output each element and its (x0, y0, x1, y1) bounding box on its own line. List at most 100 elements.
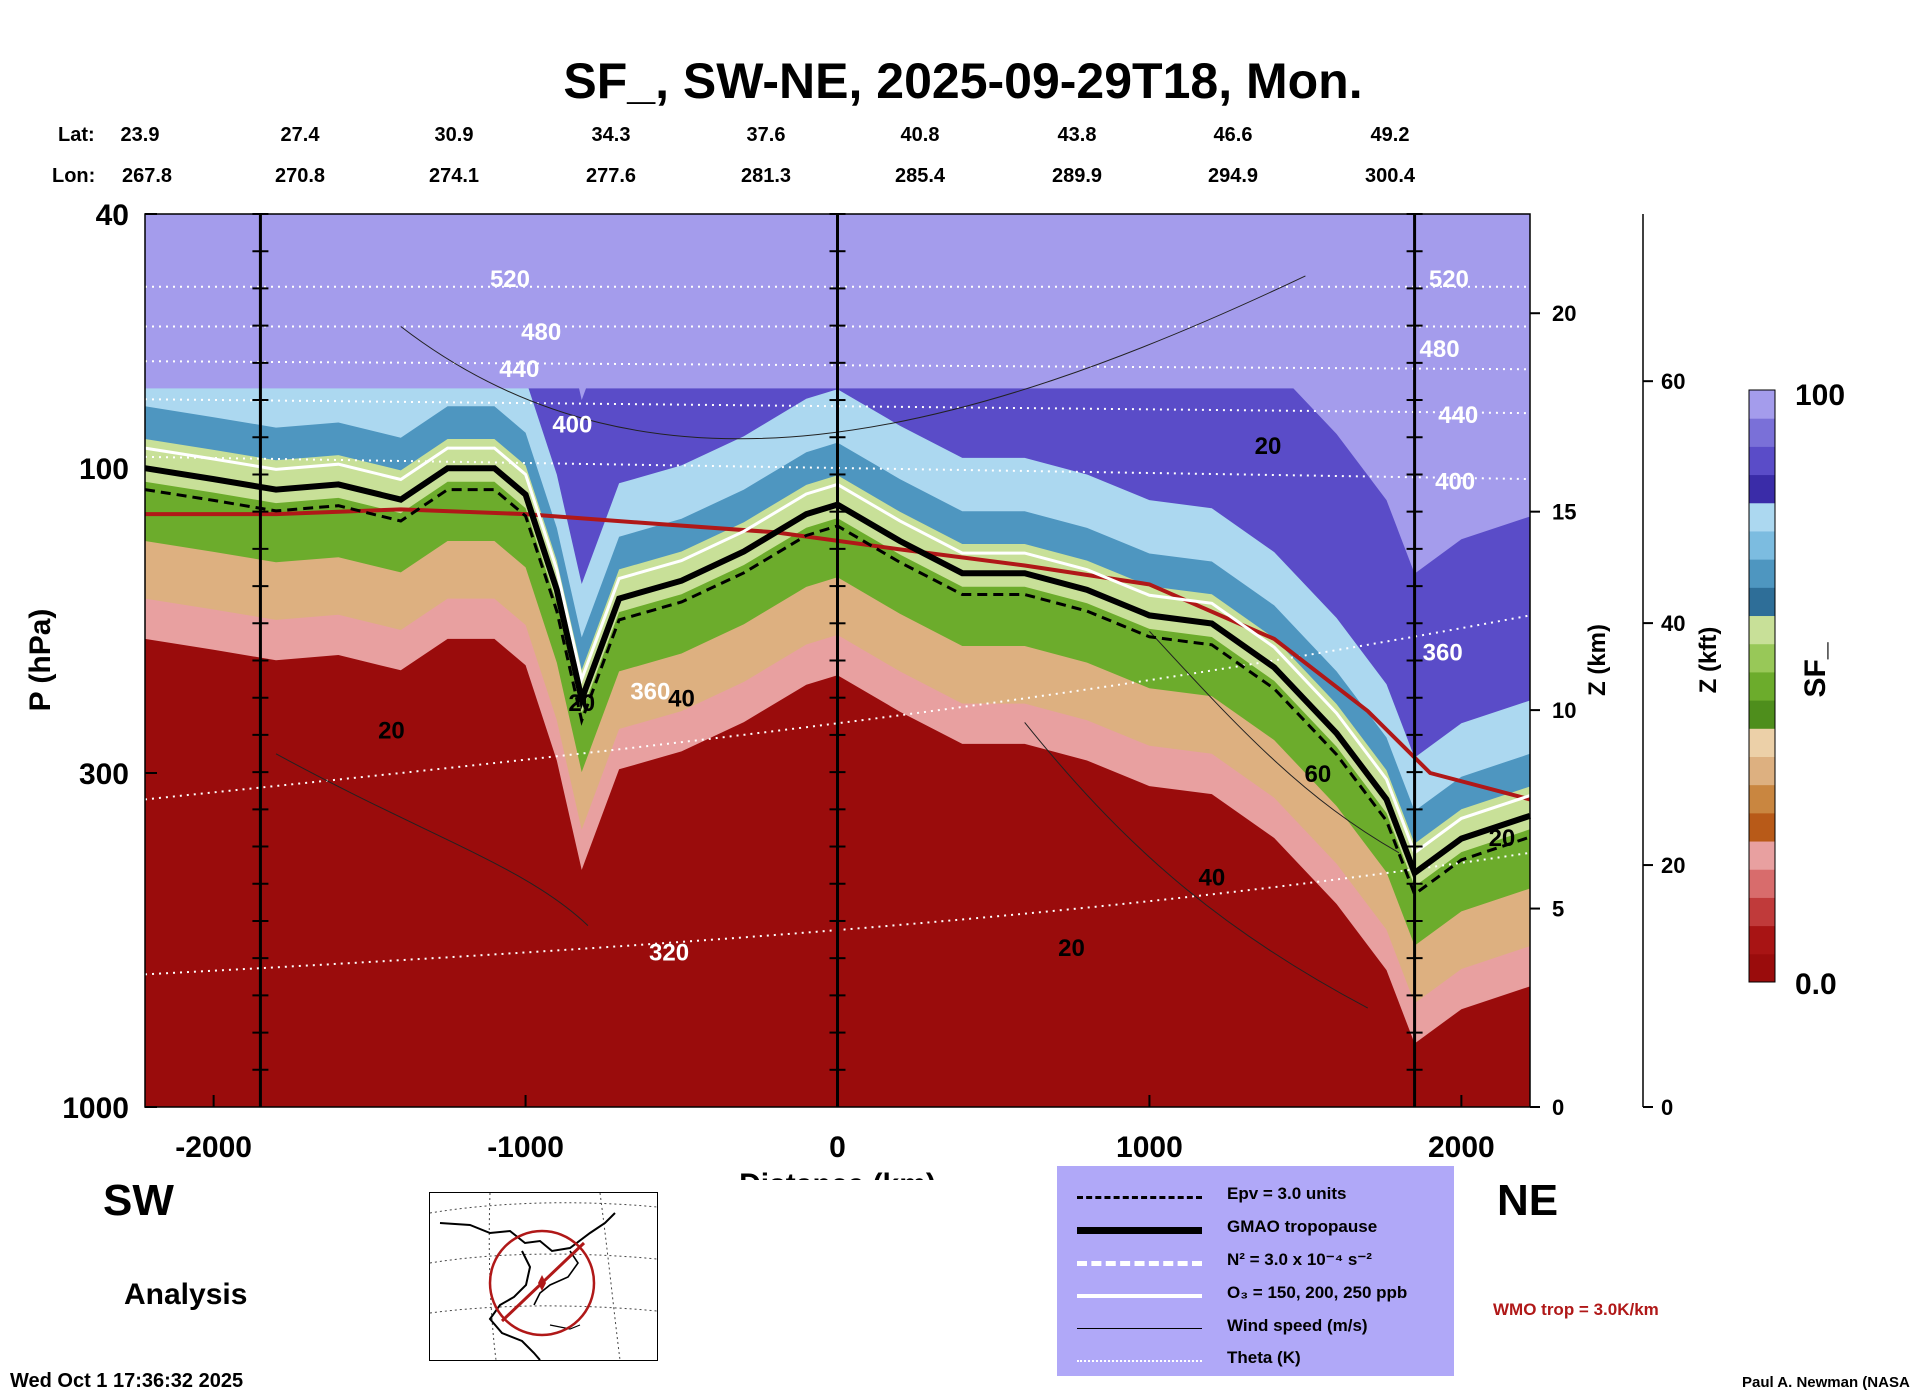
wmo-trop-label: WMO trop = 3.0K/km (1493, 1300, 1659, 1319)
legend-item-n2: N² = 3.0 x 10⁻⁴ s⁻² (1057, 1246, 1454, 1278)
lon-value: 270.8 (274, 165, 326, 187)
legend-swatch-dashed-black (1077, 1196, 1202, 1199)
zkft-tick-label: 20 (1661, 853, 1685, 878)
author-credit: Paul A. Newman (NASA (1742, 1374, 1910, 1391)
wind-contour (275, 753, 589, 926)
zkm-tick-label: 15 (1552, 500, 1576, 525)
theta-label: 440 (1438, 402, 1478, 429)
colorbar-cell (1749, 700, 1775, 729)
wind-label: 20 (1255, 433, 1282, 460)
wind-label: 60 (1305, 761, 1332, 788)
colorbar-cell (1749, 446, 1775, 476)
wind-label: 20 (1489, 825, 1516, 852)
legend-label: Epv = 3.0 units (1227, 1184, 1347, 1203)
legend-item-wind: Wind speed (m/s) (1057, 1312, 1454, 1344)
legend-label: N² = 3.0 x 10⁻⁴ s⁻² (1227, 1250, 1372, 1269)
lon-value: 289.9 (1051, 165, 1103, 187)
x-tick-label: 0 (829, 1131, 846, 1164)
lon-value: 281.3 (740, 165, 792, 187)
zkm-tick-label: 10 (1552, 698, 1576, 723)
legend-item-o3: O₃ = 150, 200, 250 ppb (1057, 1279, 1454, 1311)
theta-label: 400 (552, 412, 592, 439)
theta-label: 480 (521, 319, 561, 346)
zkft-tick-label: 0 (1661, 1095, 1673, 1120)
colorbar-frame (1748, 389, 1776, 983)
zkft-tick-label: 60 (1661, 369, 1685, 394)
colorbar-cell (1749, 756, 1775, 786)
legend-swatch-solid-white (1077, 1294, 1202, 1298)
y-tick-label: 1000 (62, 1092, 129, 1125)
x-tick-label: -2000 (175, 1131, 252, 1164)
colorbar-cell (1749, 897, 1775, 927)
legend-item-theta: Theta (K) (1057, 1344, 1454, 1376)
lat-label: Lat: (58, 124, 95, 146)
theta-label: 440 (499, 356, 539, 383)
wind-contour (400, 275, 1306, 440)
cross-section-plot: 401003001000-2000-1000010002000Distance … (24, 199, 1845, 1180)
lon-value: 294.9 (1207, 165, 1259, 187)
lat-value: 27.4 (280, 124, 320, 146)
colorbar-cell (1749, 841, 1775, 870)
colorbar-cell (1749, 812, 1775, 842)
wmo-trop-line (145, 507, 1531, 802)
colorbar-cell (1749, 418, 1775, 447)
legend-label: Wind speed (m/s) (1227, 1316, 1368, 1335)
region-left-label: SW (103, 1176, 174, 1225)
colorbar-cell (1749, 559, 1775, 588)
y-tick-label: 300 (79, 758, 129, 791)
wind-label: 40 (1198, 864, 1225, 891)
theta-label: 360 (1423, 640, 1463, 667)
theta-line (144, 614, 1531, 801)
theta-label: 520 (1429, 266, 1469, 293)
lat-value: 30.9 (434, 124, 474, 146)
legend-item-epv: Epv = 3.0 units (1057, 1180, 1454, 1212)
theta-label: 360 (630, 678, 670, 705)
lat-value: 43.8 (1057, 124, 1097, 146)
legend-swatch-dashed-white (1077, 1261, 1202, 1266)
theta-label: 320 (649, 940, 689, 967)
wind-label: 20 (1058, 935, 1085, 962)
colorbar-cell (1749, 587, 1775, 617)
legend: Epv = 3.0 units GMAO tropopause N² = 3.0… (1057, 1166, 1454, 1376)
lon-value: 267.8 (121, 165, 173, 187)
legend-swatch-dotted-white (1077, 1360, 1202, 1362)
theta-label: 520 (490, 266, 530, 293)
lat-value: 23.9 (120, 124, 160, 146)
lon-value: 300.4 (1364, 165, 1416, 187)
wind-label: 20 (378, 718, 405, 745)
colorbar-cell (1749, 390, 1775, 419)
gmao-tropopause-line (144, 465, 1531, 878)
x-tick-label: 1000 (1116, 1131, 1183, 1164)
zkm-axis-title: Z (km) (1584, 624, 1611, 696)
lon-value: 277.6 (585, 165, 637, 187)
legend-item-tropopause: GMAO tropopause (1057, 1213, 1454, 1245)
colorbar-cell (1749, 925, 1775, 955)
x-tick-label: 2000 (1428, 1131, 1495, 1164)
lon-value: 285.4 (894, 165, 946, 187)
lat-value: 46.6 (1213, 124, 1253, 146)
lat-value: 34.3 (591, 124, 631, 146)
zkm-tick-label: 20 (1552, 301, 1576, 326)
x-axis-title: Distance (km) (739, 1168, 936, 1180)
colorbar-max-label: 100 (1795, 379, 1845, 412)
ozone-line (144, 446, 1531, 856)
y-axis-title: P (hPa) (24, 609, 57, 712)
zkm-tick-label: 5 (1552, 897, 1564, 922)
zkm-tick-label: 0 (1552, 1095, 1564, 1120)
y-tick-label: 40 (96, 199, 129, 232)
zkft-axis-title: Z (kft) (1695, 627, 1722, 694)
legend-label: GMAO tropopause (1227, 1217, 1378, 1236)
colorbar-cell (1749, 502, 1775, 532)
y-tick-label: 100 (79, 453, 129, 486)
colorbar-cell (1749, 530, 1775, 560)
colorbar-cell (1749, 953, 1775, 983)
theta-label: 480 (1420, 336, 1460, 363)
chart-title: SF_, SW-NE, 2025-09-29T18, Mon. (563, 53, 1363, 109)
colorbar-cell (1749, 671, 1775, 701)
lat-value: 49.2 (1370, 124, 1410, 146)
lat-value: 40.8 (900, 124, 940, 146)
legend-swatch-thick-black (1077, 1227, 1202, 1234)
x-tick-label: -1000 (487, 1131, 564, 1164)
map-center-icon (538, 1275, 546, 1291)
inset-map (429, 1192, 658, 1361)
